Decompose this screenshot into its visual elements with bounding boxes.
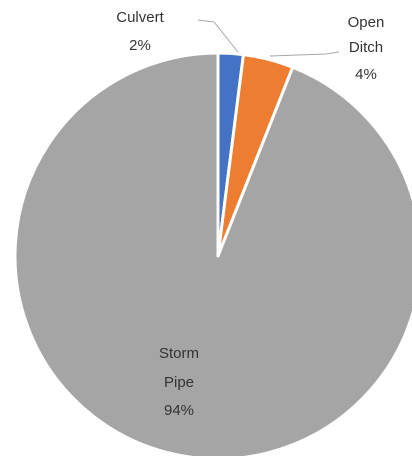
data-label-open-ditch-name: Open — [348, 14, 385, 31]
leader-line-culvert — [197, 19, 239, 53]
data-labels: Culvert 2% Open Ditch 4% Storm Pipe 94% — [116, 9, 384, 419]
data-label-open-ditch-percent: 4% — [355, 66, 377, 83]
data-label-storm-pipe-name: Storm — [159, 345, 199, 362]
pie-slice-storm-pipe — [13, 51, 412, 456]
leader-line-open-ditch — [269, 51, 340, 57]
data-label-storm-pipe-percent: 94% — [164, 402, 194, 419]
data-label-culvert-percent: 2% — [129, 37, 151, 54]
leader-lines — [197, 19, 340, 57]
pie-slices — [13, 51, 412, 456]
data-label-open-ditch-name: Ditch — [349, 39, 383, 56]
data-label-storm-pipe-name: Pipe — [164, 374, 194, 391]
data-label-culvert-name: Culvert — [116, 9, 164, 26]
